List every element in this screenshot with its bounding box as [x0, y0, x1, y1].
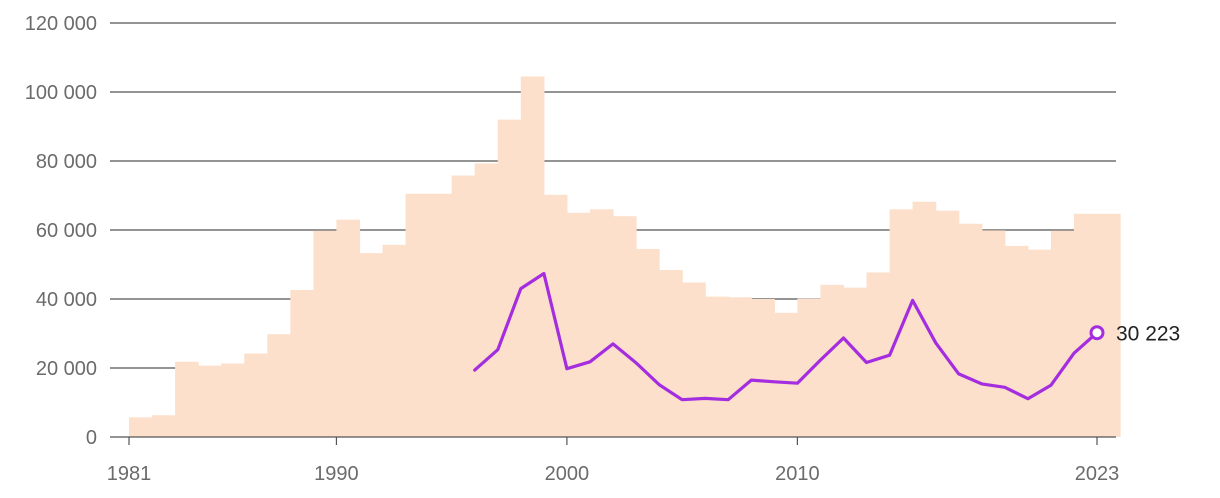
y-tick-label: 20 000 — [36, 358, 97, 380]
bar — [958, 223, 983, 437]
y-tick-label: 0 — [86, 427, 97, 449]
y-tick-label: 100 000 — [25, 82, 97, 104]
bar — [198, 365, 222, 437]
bar — [520, 76, 545, 437]
bar — [843, 287, 868, 437]
bar — [267, 334, 291, 437]
x-tick-label: 2023 — [1075, 463, 1120, 485]
bar — [451, 175, 476, 438]
bar — [497, 119, 522, 437]
y-tick-label: 40 000 — [36, 289, 97, 311]
bar — [129, 417, 153, 437]
bar — [705, 296, 729, 437]
bar — [1004, 245, 1029, 437]
tick-labels: 0 20 000 40 000 60 000 80 000 100 000 120 000 1… — [25, 13, 1181, 485]
bar — [981, 230, 1006, 437]
bar — [359, 253, 384, 437]
bar — [682, 282, 706, 437]
x-tick-label: 2000 — [545, 463, 590, 485]
y-tick-label: 80 000 — [36, 151, 97, 173]
line-end-value-label: 30 223 — [1116, 323, 1180, 346]
x-tick-label: 1981 — [107, 463, 152, 485]
y-tick-label: 60 000 — [36, 220, 97, 242]
bar — [566, 212, 591, 437]
line-series — [473, 271, 1105, 402]
bar — [221, 363, 245, 437]
bar — [1027, 249, 1052, 437]
bar — [405, 193, 430, 437]
bar — [728, 297, 752, 437]
bar — [659, 270, 683, 437]
bar — [244, 353, 268, 437]
x-axis — [110, 436, 1116, 445]
bar — [1073, 213, 1098, 437]
bar — [1050, 230, 1075, 437]
bar — [336, 219, 361, 437]
bar — [474, 163, 499, 438]
bar — [313, 230, 338, 437]
x-tick-label: 2010 — [775, 463, 820, 485]
y-tick-label: 120 000 — [25, 13, 97, 35]
bar — [589, 209, 614, 437]
bar — [152, 415, 176, 437]
bar — [382, 244, 407, 437]
bar — [935, 210, 960, 437]
bar — [613, 216, 637, 437]
bar — [820, 284, 845, 437]
bar — [290, 290, 314, 437]
x-tick-label: 1990 — [314, 463, 359, 485]
line-end-marker — [1089, 325, 1105, 341]
bar — [636, 248, 660, 437]
bar — [751, 299, 775, 437]
bar — [1097, 213, 1121, 437]
bar-series — [129, 76, 1121, 438]
line-path — [473, 271, 1099, 402]
bar — [428, 193, 453, 437]
bar — [175, 361, 199, 437]
bar — [797, 298, 822, 437]
bar — [774, 312, 798, 437]
bar — [866, 272, 891, 437]
